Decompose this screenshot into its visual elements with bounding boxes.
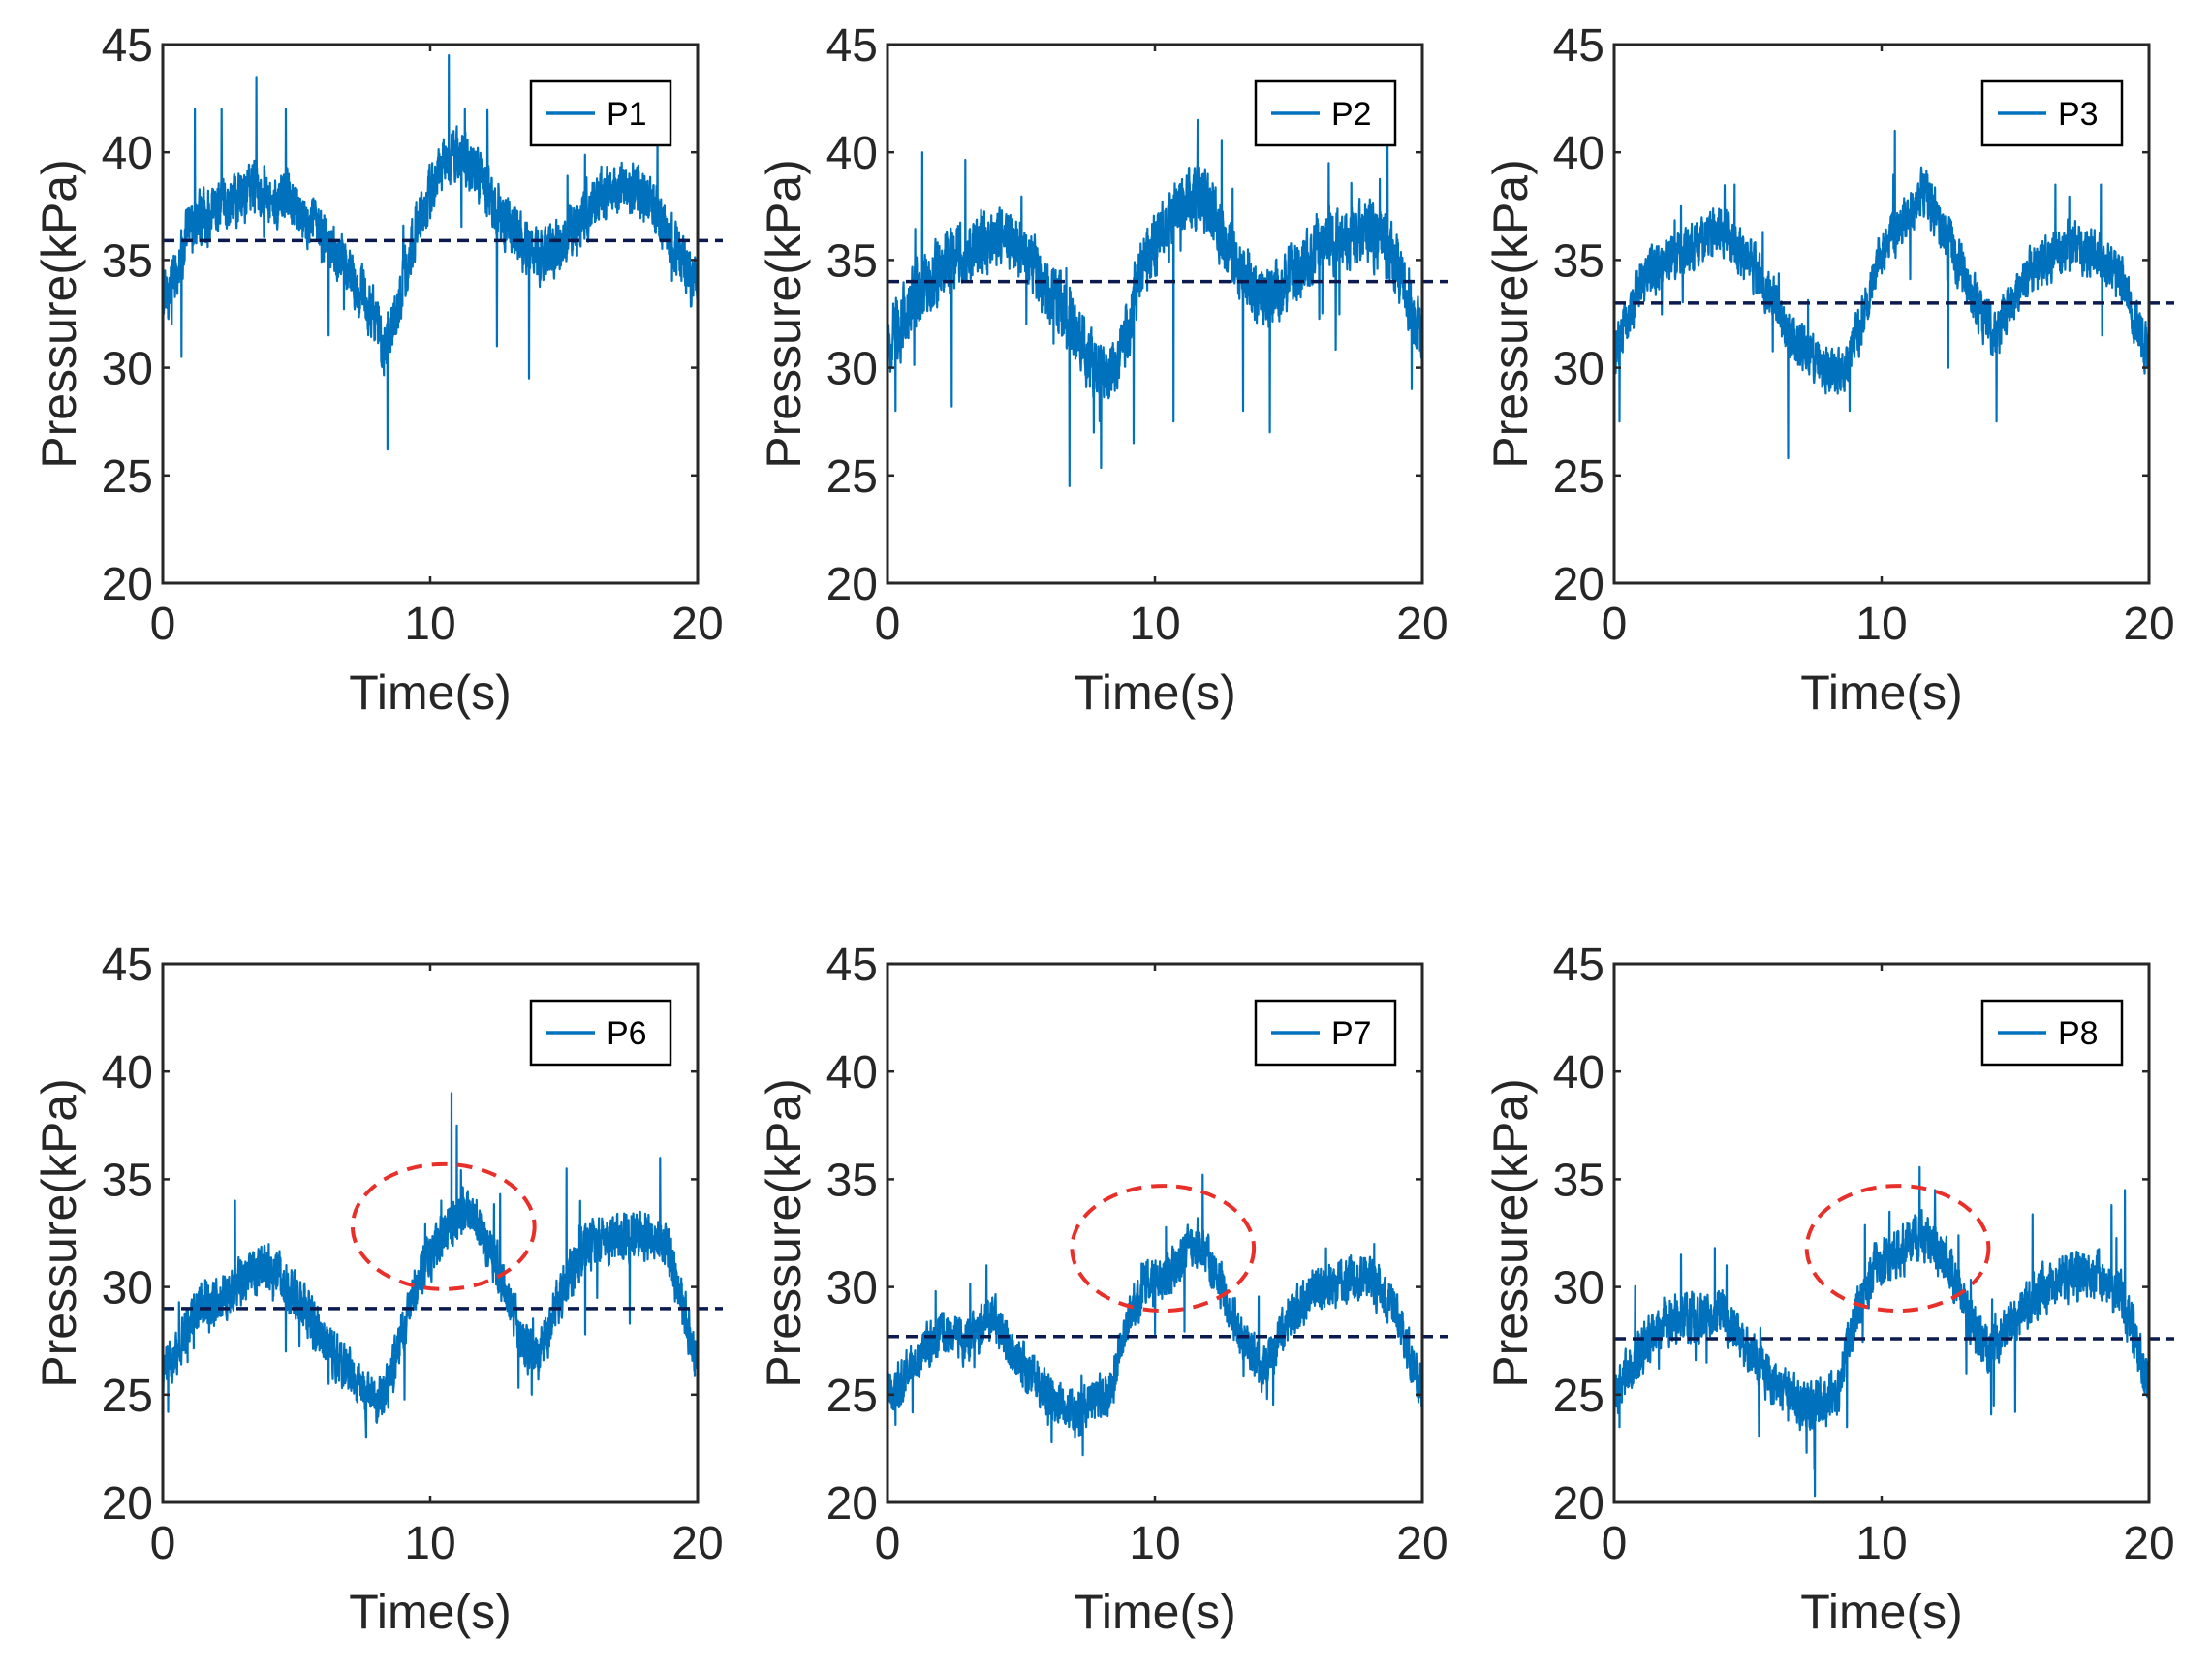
highlight-ellipse [350,1161,537,1291]
x-tick-label: 10 [404,1518,455,1569]
y-tick-label: 25 [826,451,878,503]
y-axis-label: Pressure(kPa) [32,159,86,469]
y-tick-label: 35 [1553,1155,1604,1206]
x-tick-label: 0 [1602,1518,1628,1569]
y-tick-label: 45 [102,940,153,991]
x-axis-label: Time(s) [1074,1585,1236,1639]
y-tick-label: 35 [1553,235,1604,287]
y-tick-label: 35 [102,1155,153,1206]
panel-p6: 20 25 30 35 40 45 0 10 20 Time(s) Pressure(kPa) P6 [32,940,724,1639]
y-tick-label: 45 [102,20,153,72]
legend: P2 [1254,79,1397,147]
x-axis-label: Time(s) [349,1585,512,1639]
legend: P3 [1980,79,2124,147]
y-tick-label: 40 [826,1047,878,1098]
y-tick-label: 25 [102,451,153,503]
y-tick-label: 40 [102,128,153,179]
y-tick-label: 20 [1553,1478,1604,1530]
x-tick-label: 10 [1129,599,1180,650]
y-tick-label: 20 [102,559,153,610]
y-tick-label: 35 [826,1155,878,1206]
legend: P8 [1980,999,2124,1067]
x-tick-label: 10 [1855,599,1907,650]
y-tick-label: 30 [102,344,153,395]
y-tick-label: 20 [826,559,878,610]
y-tick-label: 35 [102,235,153,287]
y-tick-label: 45 [1553,20,1604,72]
legend: P6 [529,999,672,1067]
x-tick-label: 0 [150,599,176,650]
x-axis-label: Time(s) [349,665,512,720]
y-tick-label: 30 [102,1263,153,1314]
x-tick-label: 20 [1396,1518,1448,1569]
legend: P7 [1254,999,1397,1067]
x-axis-label: Time(s) [1800,1585,1963,1639]
x-axis-label: Time(s) [1800,665,1963,720]
x-tick-label: 0 [150,1518,176,1569]
y-tick-label: 40 [1553,128,1604,179]
y-tick-label: 45 [826,20,878,72]
series-line-p2 [888,118,1422,487]
legend: P1 [529,79,672,147]
x-tick-label: 0 [875,1518,901,1569]
y-tick-label: 25 [826,1371,878,1422]
x-tick-label: 20 [671,599,723,650]
x-tick-label: 20 [671,1518,723,1569]
highlight-ellipse [1070,1184,1257,1314]
y-tick-label: 20 [1553,559,1604,610]
legend-label: P2 [1331,96,1372,133]
panel-p1: 20 25 30 35 40 45 0 10 20 Time(s) Pressure(kPa) P1 [32,20,724,720]
y-tick-label: 30 [1553,344,1604,395]
series-line-p8 [1614,1165,2149,1498]
x-tick-label: 10 [1855,1518,1907,1569]
legend-label: P8 [2058,1015,2099,1052]
y-tick-label: 35 [826,235,878,287]
y-axis-label: Pressure(kPa) [757,159,811,469]
y-tick-label: 45 [826,940,878,991]
y-tick-label: 20 [826,1478,878,1530]
highlight-ellipse [1804,1184,1991,1314]
x-tick-label: 20 [2123,599,2174,650]
y-tick-label: 25 [102,1371,153,1422]
legend-label: P7 [1331,1015,1372,1052]
panel-p3: 20 25 30 35 40 45 0 10 20 Time(s) Pressure(kPa) P3 [1483,20,2175,720]
x-tick-label: 0 [1602,599,1628,650]
y-tick-label: 20 [102,1478,153,1530]
y-tick-label: 25 [1553,1371,1604,1422]
legend-label: P1 [607,96,647,133]
series-line-p3 [1614,129,2149,460]
series-line-p1 [163,53,698,451]
x-tick-label: 20 [2123,1518,2174,1569]
x-tick-label: 10 [404,599,455,650]
y-tick-label: 30 [826,1263,878,1314]
panel-p7: 20 25 30 35 40 45 0 10 20 Time(s) Pressure(kPa) P7 [757,940,1449,1639]
y-axis-label: Pressure(kPa) [1483,1078,1538,1388]
y-tick-label: 40 [826,128,878,179]
x-axis-label: Time(s) [1074,665,1236,720]
y-tick-label: 30 [826,344,878,395]
y-tick-label: 40 [1553,1047,1604,1098]
y-tick-label: 25 [1553,451,1604,503]
x-tick-label: 20 [1396,599,1448,650]
series-line-p7 [888,1173,1422,1457]
x-tick-label: 0 [875,599,901,650]
x-tick-label: 10 [1129,1518,1180,1569]
y-axis-label: Pressure(kPa) [32,1078,86,1388]
y-tick-label: 45 [1553,940,1604,991]
panel-p8: 20 25 30 35 40 45 0 10 20 Time(s) Pressure(kPa) P8 [1483,940,2175,1639]
panel-p2: 20 25 30 35 40 45 0 10 20 Time(s) Pressure(kPa) P2 [757,20,1449,720]
legend-label: P3 [2058,96,2099,133]
y-axis-label: Pressure(kPa) [757,1078,811,1388]
y-axis-label: Pressure(kPa) [1483,159,1538,469]
y-tick-label: 40 [102,1047,153,1098]
series-line-p6 [163,1092,698,1439]
legend-label: P6 [607,1015,647,1052]
y-tick-label: 30 [1553,1263,1604,1314]
